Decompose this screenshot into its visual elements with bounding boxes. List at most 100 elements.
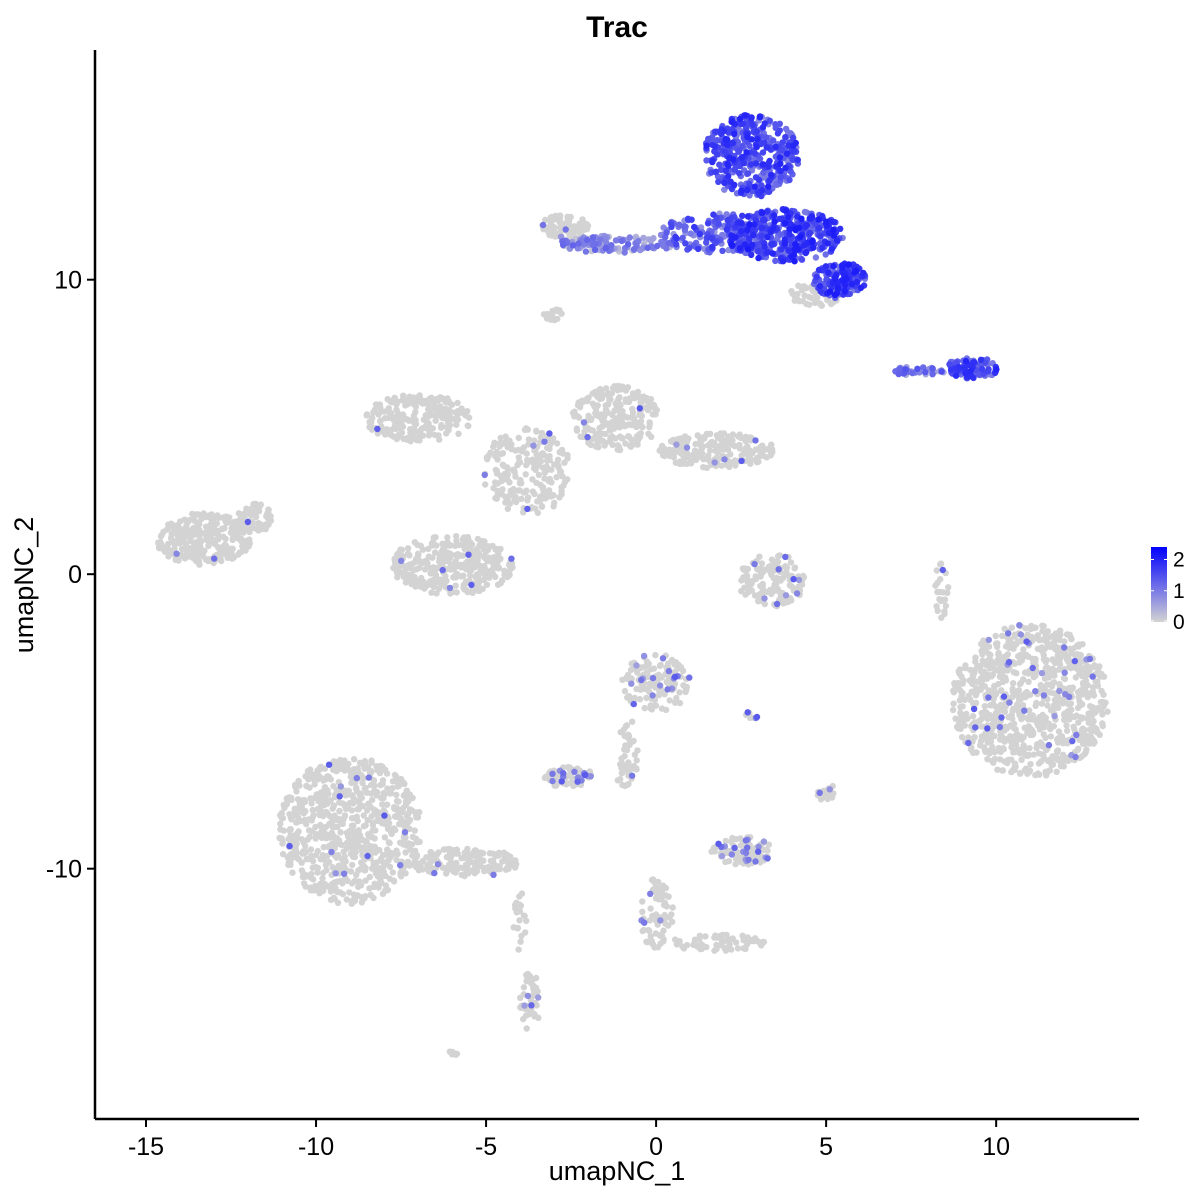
cell-point <box>1016 750 1024 757</box>
cell-point <box>528 1002 535 1009</box>
cell-point <box>1049 753 1056 760</box>
cell-point <box>452 582 459 589</box>
cell-point <box>782 553 789 561</box>
cell-point <box>451 416 458 423</box>
cell-point <box>972 724 979 731</box>
cell-point <box>741 584 748 591</box>
cell-point <box>377 781 384 789</box>
cell-point <box>330 783 337 790</box>
cell-point <box>524 992 532 1000</box>
cell-point <box>957 709 964 716</box>
cell-point <box>744 844 751 851</box>
cell-point <box>429 425 436 432</box>
cell-point <box>1010 749 1017 756</box>
cell-point <box>557 212 564 219</box>
cell-point <box>445 406 452 414</box>
cell-point <box>614 397 622 405</box>
cell-point <box>414 394 421 401</box>
cell-point <box>584 425 592 432</box>
cell-point <box>550 503 557 510</box>
cell-point <box>683 438 691 446</box>
cell-point <box>666 452 673 460</box>
cell-point <box>556 307 563 314</box>
cell-point <box>1012 763 1019 770</box>
cell-point <box>752 437 759 444</box>
cell-point <box>485 554 492 561</box>
cell-point <box>686 674 693 681</box>
cell-point <box>929 365 936 372</box>
cell-point <box>163 526 171 533</box>
cell-point <box>630 700 637 708</box>
cell-point <box>558 488 565 495</box>
cell-point <box>431 869 438 877</box>
cell-point <box>368 813 375 820</box>
cell-point <box>1040 692 1048 699</box>
cell-point <box>423 418 430 425</box>
cell-point <box>391 771 399 779</box>
cell-point <box>1042 769 1050 776</box>
cell-point <box>738 457 745 465</box>
cell-point <box>1022 693 1030 700</box>
cell-point <box>1073 665 1080 672</box>
cell-point <box>390 877 398 884</box>
cell-point <box>286 827 293 834</box>
cell-point <box>616 433 624 440</box>
cell-point <box>453 1050 461 1058</box>
cell-point <box>744 709 751 716</box>
cell-point <box>972 654 979 661</box>
cell-point <box>551 316 558 324</box>
cell-point <box>462 565 470 573</box>
cell-point <box>461 411 469 418</box>
cell-point <box>602 402 609 409</box>
cell-point <box>254 525 261 532</box>
cell-point <box>788 288 795 295</box>
cell-point <box>1042 714 1050 721</box>
cell-point <box>1081 686 1089 693</box>
cell-point <box>331 879 338 886</box>
cell-point <box>248 505 256 512</box>
cell-point <box>694 449 702 457</box>
cell-point <box>995 650 1002 657</box>
cell-point <box>343 896 350 903</box>
cell-point <box>523 1025 530 1032</box>
cell-point <box>1054 652 1062 659</box>
cell-point <box>531 490 538 498</box>
cell-point <box>812 254 820 261</box>
cell-point <box>411 577 418 584</box>
cell-point <box>174 533 182 540</box>
cell-point <box>197 546 205 553</box>
cell-point <box>325 842 333 850</box>
cell-point <box>1038 669 1046 677</box>
cell-point <box>522 471 529 478</box>
cell-point <box>195 558 203 566</box>
cell-point <box>439 566 446 574</box>
cell-point <box>407 438 414 445</box>
cell-point <box>342 805 350 813</box>
cell-point <box>1005 659 1013 666</box>
cell-point <box>745 856 752 863</box>
cell-point <box>363 411 371 418</box>
cell-point <box>634 436 641 443</box>
cell-point <box>535 994 542 1001</box>
cell-point <box>700 464 707 471</box>
cell-point <box>425 545 432 553</box>
cell-point <box>652 651 659 659</box>
cell-point <box>665 667 673 675</box>
cell-point <box>996 736 1004 743</box>
cell-point <box>336 793 343 800</box>
cell-point <box>1011 733 1019 740</box>
cell-point <box>361 867 369 874</box>
cell-point <box>752 575 760 583</box>
cell-point <box>516 901 523 908</box>
cell-point <box>1093 725 1100 733</box>
cell-point <box>402 801 410 808</box>
cell-point <box>996 673 1004 680</box>
cell-point <box>474 584 481 591</box>
cell-point <box>455 541 462 549</box>
cell-point <box>793 590 801 597</box>
cell-point <box>637 418 645 425</box>
cell-point <box>1016 622 1023 629</box>
cell-point <box>966 666 974 674</box>
cell-point <box>289 869 296 876</box>
cell-point <box>576 404 584 411</box>
